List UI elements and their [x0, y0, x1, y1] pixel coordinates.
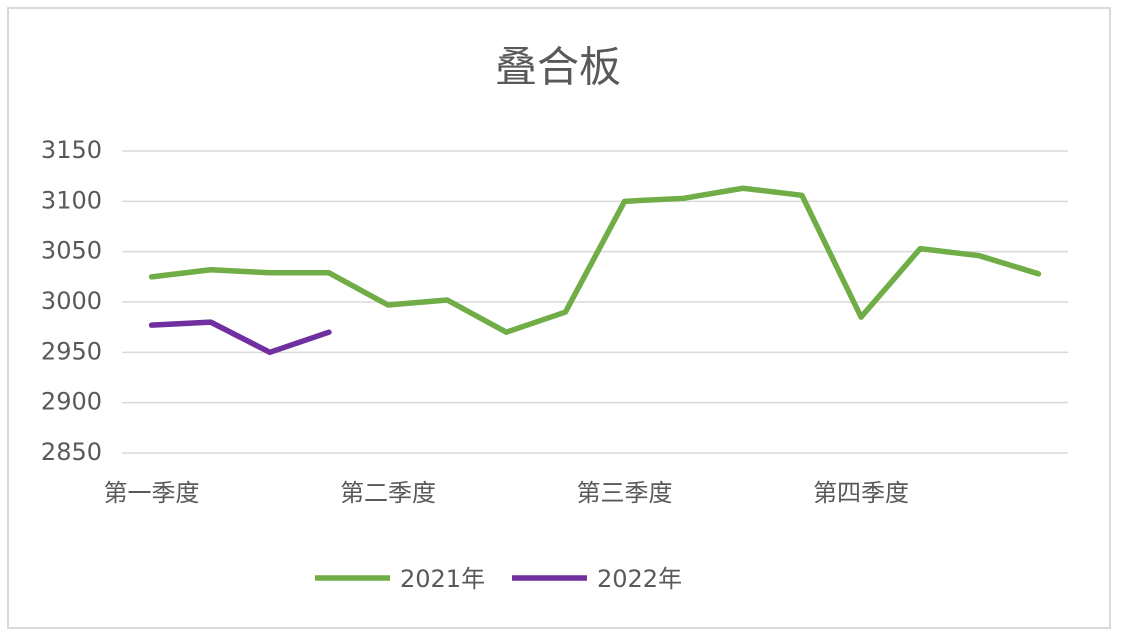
y-tick-label: 2950 [41, 337, 102, 365]
y-tick-label: 3150 [41, 136, 102, 164]
series-line [148, 185, 1042, 335]
chart-title: 叠合板 [495, 43, 621, 92]
x-tick-label: 第二季度 [340, 479, 436, 507]
legend-label: 2022年 [597, 565, 682, 593]
x-tick-label: 第四季度 [813, 479, 909, 507]
legend-label: 2021年 [400, 565, 485, 593]
series-line [148, 319, 332, 356]
y-tick-label: 3000 [41, 287, 102, 315]
x-tick-label: 第三季度 [577, 479, 673, 507]
y-tick-label: 2900 [41, 388, 102, 416]
chart-border [7, 7, 1111, 629]
x-tick-label: 第一季度 [104, 479, 200, 507]
y-tick-label: 3100 [41, 186, 102, 214]
y-tick-label: 2850 [41, 438, 102, 466]
y-tick-label: 3050 [41, 237, 102, 265]
